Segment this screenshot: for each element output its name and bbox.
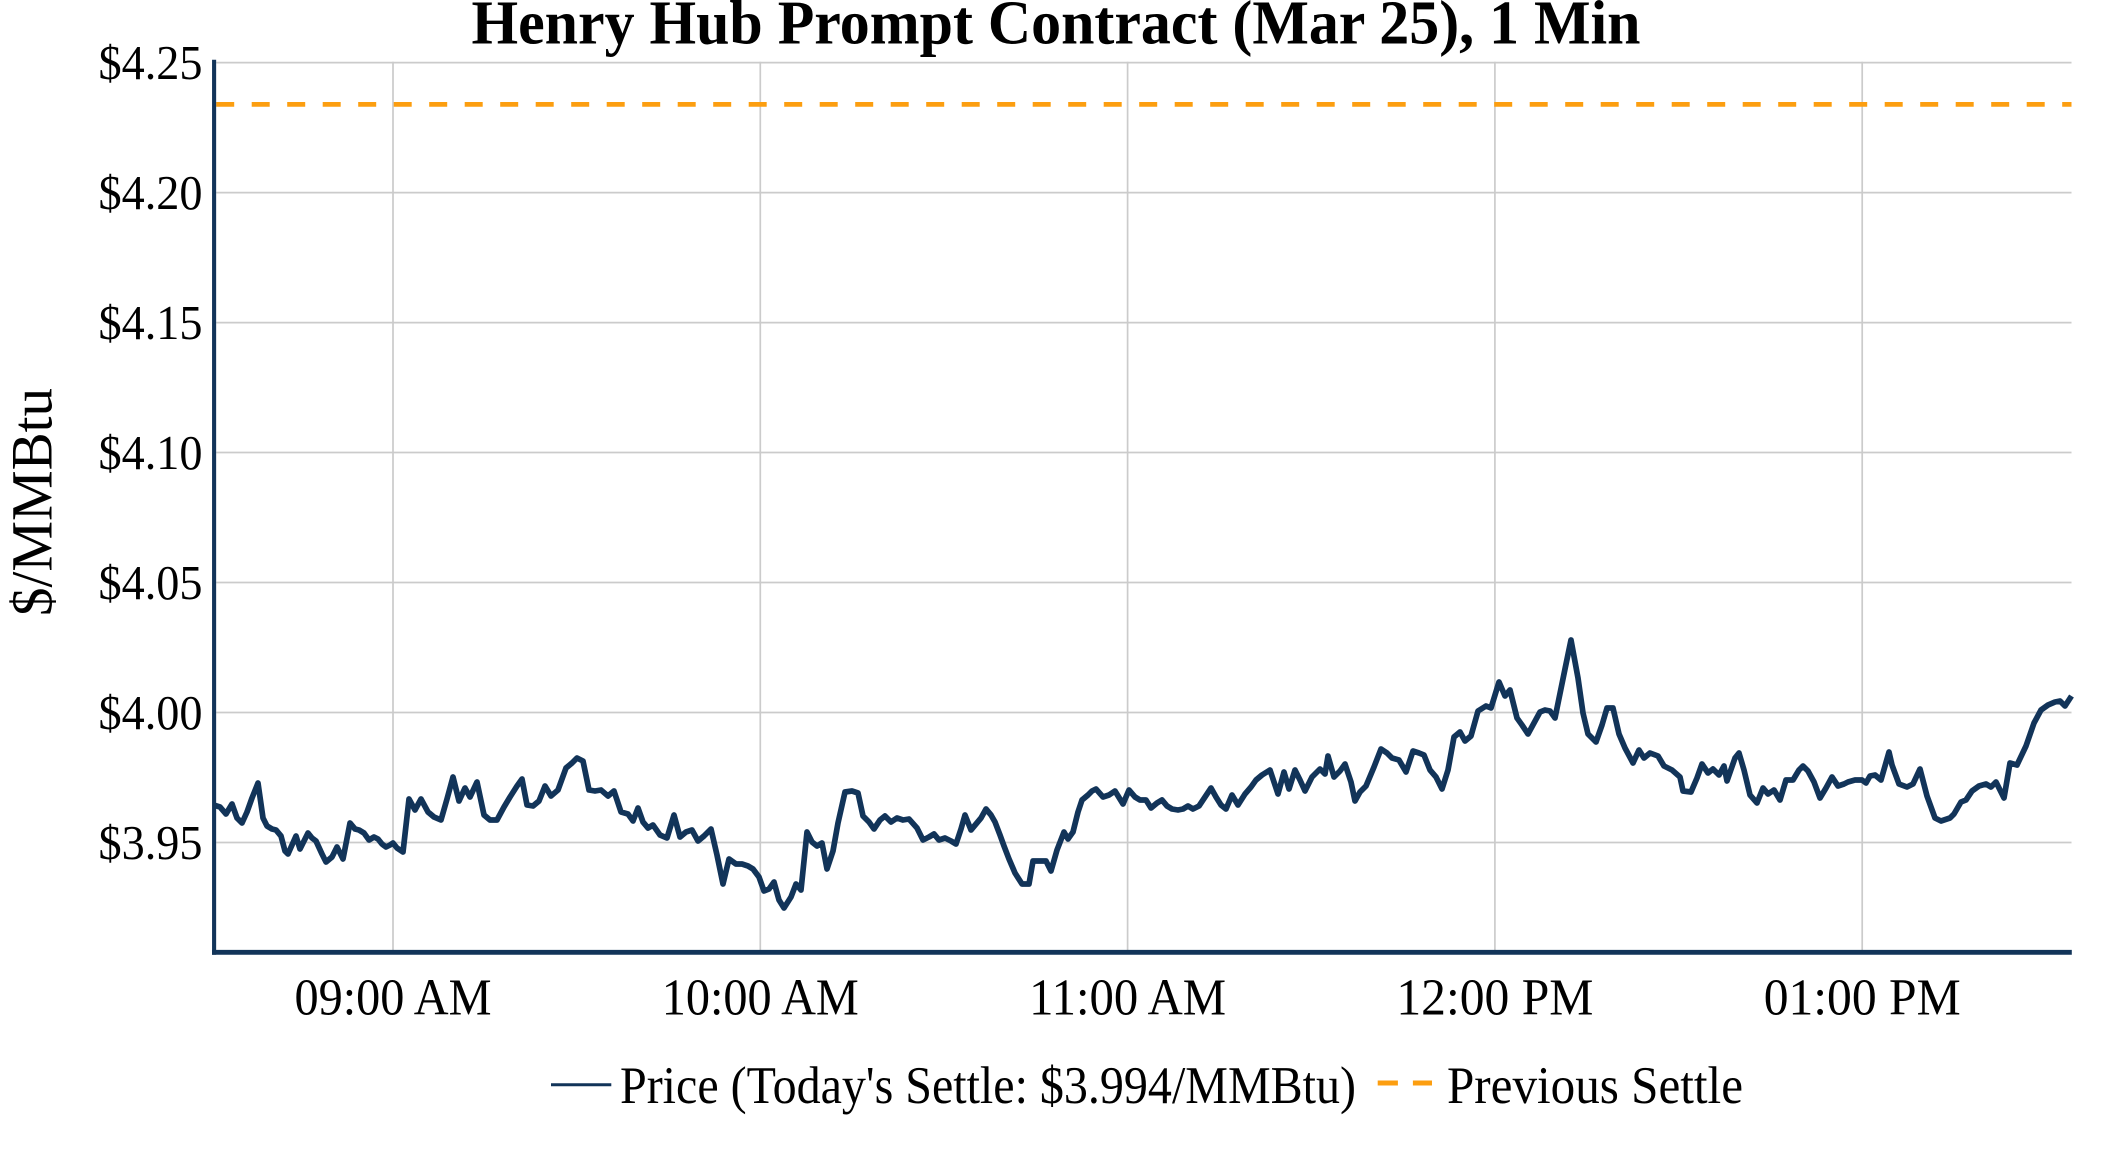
svg-text:$4.25: $4.25 (99, 35, 203, 90)
svg-text:Price (Today's Settle: $3.994/: Price (Today's Settle: $3.994/MMBtu) (620, 1057, 1356, 1115)
svg-text:$4.05: $4.05 (99, 555, 203, 610)
svg-text:$4.00: $4.00 (99, 685, 203, 740)
svg-text:01:00 PM: 01:00 PM (1764, 970, 1961, 1027)
svg-text:$4.15: $4.15 (99, 295, 203, 350)
svg-text:12:00 PM: 12:00 PM (1396, 970, 1593, 1027)
svg-text:$4.20: $4.20 (99, 165, 203, 220)
svg-text:Previous Settle: Previous Settle (1447, 1057, 1743, 1115)
svg-text:10:00 AM: 10:00 AM (662, 970, 859, 1027)
svg-text:$/MMBtu: $/MMBtu (0, 388, 65, 616)
svg-text:$3.95: $3.95 (99, 815, 203, 870)
svg-text:$4.10: $4.10 (99, 425, 203, 480)
svg-text:11:00 AM: 11:00 AM (1029, 970, 1226, 1027)
svg-text:Henry Hub Prompt Contract (Mar: Henry Hub Prompt Contract (Mar 25), 1 Mi… (472, 0, 1641, 58)
svg-text:09:00 AM: 09:00 AM (295, 970, 492, 1027)
